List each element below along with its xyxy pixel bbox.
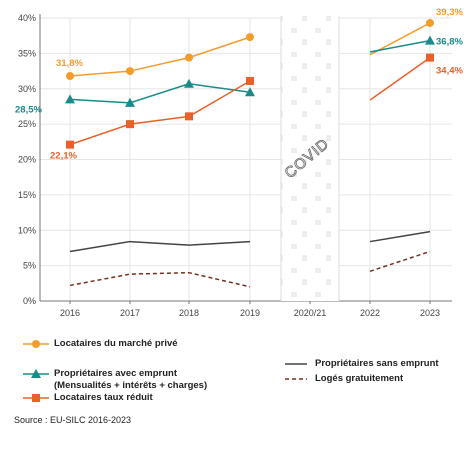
x-tick-label: 2016 xyxy=(60,308,80,318)
data-point xyxy=(426,19,434,27)
triangle-marker-icon xyxy=(22,368,50,380)
x-tick-label: 2022 xyxy=(360,308,380,318)
data-point xyxy=(425,36,435,45)
y-tick-label: 5% xyxy=(23,261,36,271)
y-tick-label: 15% xyxy=(18,190,36,200)
x-tick-label: 2019 xyxy=(240,308,260,318)
series-line xyxy=(70,37,250,76)
solid-line-icon xyxy=(283,358,311,370)
data-label: 36,8% xyxy=(436,37,463,48)
data-point xyxy=(185,54,193,62)
data-label: 31,8% xyxy=(56,58,83,69)
data-point xyxy=(185,112,193,120)
covid-band: COVID xyxy=(281,16,339,301)
square-marker-icon xyxy=(22,392,50,404)
x-tick-label: 2018 xyxy=(179,308,199,318)
legend-label-line1: Propriétaires avec emprunt xyxy=(54,368,177,380)
data-label: 34,4% xyxy=(436,66,463,77)
data-point xyxy=(246,77,254,85)
right-edge xyxy=(470,0,474,459)
series-line xyxy=(370,232,430,242)
data-point xyxy=(426,54,434,62)
y-tick-label: 30% xyxy=(18,84,36,94)
x-tick-label: 2023 xyxy=(420,308,440,318)
y-tick-label: 25% xyxy=(18,119,36,129)
legend-label-line2: (Mensualités + intérêts + charges) xyxy=(54,380,207,392)
data-label: 28,5% xyxy=(15,104,42,115)
circle-marker-icon xyxy=(22,338,50,350)
legend-label: Locataires taux réduit xyxy=(54,392,153,404)
dashed-line-icon xyxy=(283,373,311,385)
x-tick-label: 2017 xyxy=(120,308,140,318)
y-tick-label: 40% xyxy=(18,13,36,23)
series-line xyxy=(70,81,250,145)
series-line xyxy=(70,242,250,252)
series-line xyxy=(70,273,250,287)
data-point xyxy=(126,67,134,75)
y-tick-label: 35% xyxy=(18,48,36,58)
data-point xyxy=(66,72,74,80)
data-labels: 31,8% 39,3% 28,5% 36,8% 22,1% 34,4% xyxy=(15,7,463,162)
series-line xyxy=(370,41,430,52)
data-point xyxy=(184,79,194,88)
legend-label: Propriétaires sans emprunt xyxy=(315,358,439,370)
data-point xyxy=(246,33,254,41)
series-line xyxy=(70,84,250,103)
y-tick-label: 10% xyxy=(18,225,36,235)
source-note: Source : EU-SILC 2016-2023 xyxy=(14,415,131,425)
data-label: 39,3% xyxy=(436,7,463,18)
data-point xyxy=(66,141,74,149)
x-tick-label: 2020/21 xyxy=(294,308,327,318)
legend-label: Locataires du marché privé xyxy=(54,338,178,350)
line-chart: 0% 5% 10% 15% 20% 25% 30% 35% 40% 2016 2017 2018 201… xyxy=(0,0,474,320)
series-line xyxy=(370,58,430,100)
series-line xyxy=(370,251,430,271)
y-tick-label: 0% xyxy=(23,296,36,306)
data-label: 22,1% xyxy=(50,151,77,162)
y-tick-label: 20% xyxy=(18,155,36,165)
data-point xyxy=(126,120,134,128)
legend-label: Logés gratuitement xyxy=(315,373,403,385)
axes: 0% 5% 10% 15% 20% 25% 30% 35% 40% 2016 2017 2018 201… xyxy=(18,13,452,318)
gridlines xyxy=(40,18,452,301)
